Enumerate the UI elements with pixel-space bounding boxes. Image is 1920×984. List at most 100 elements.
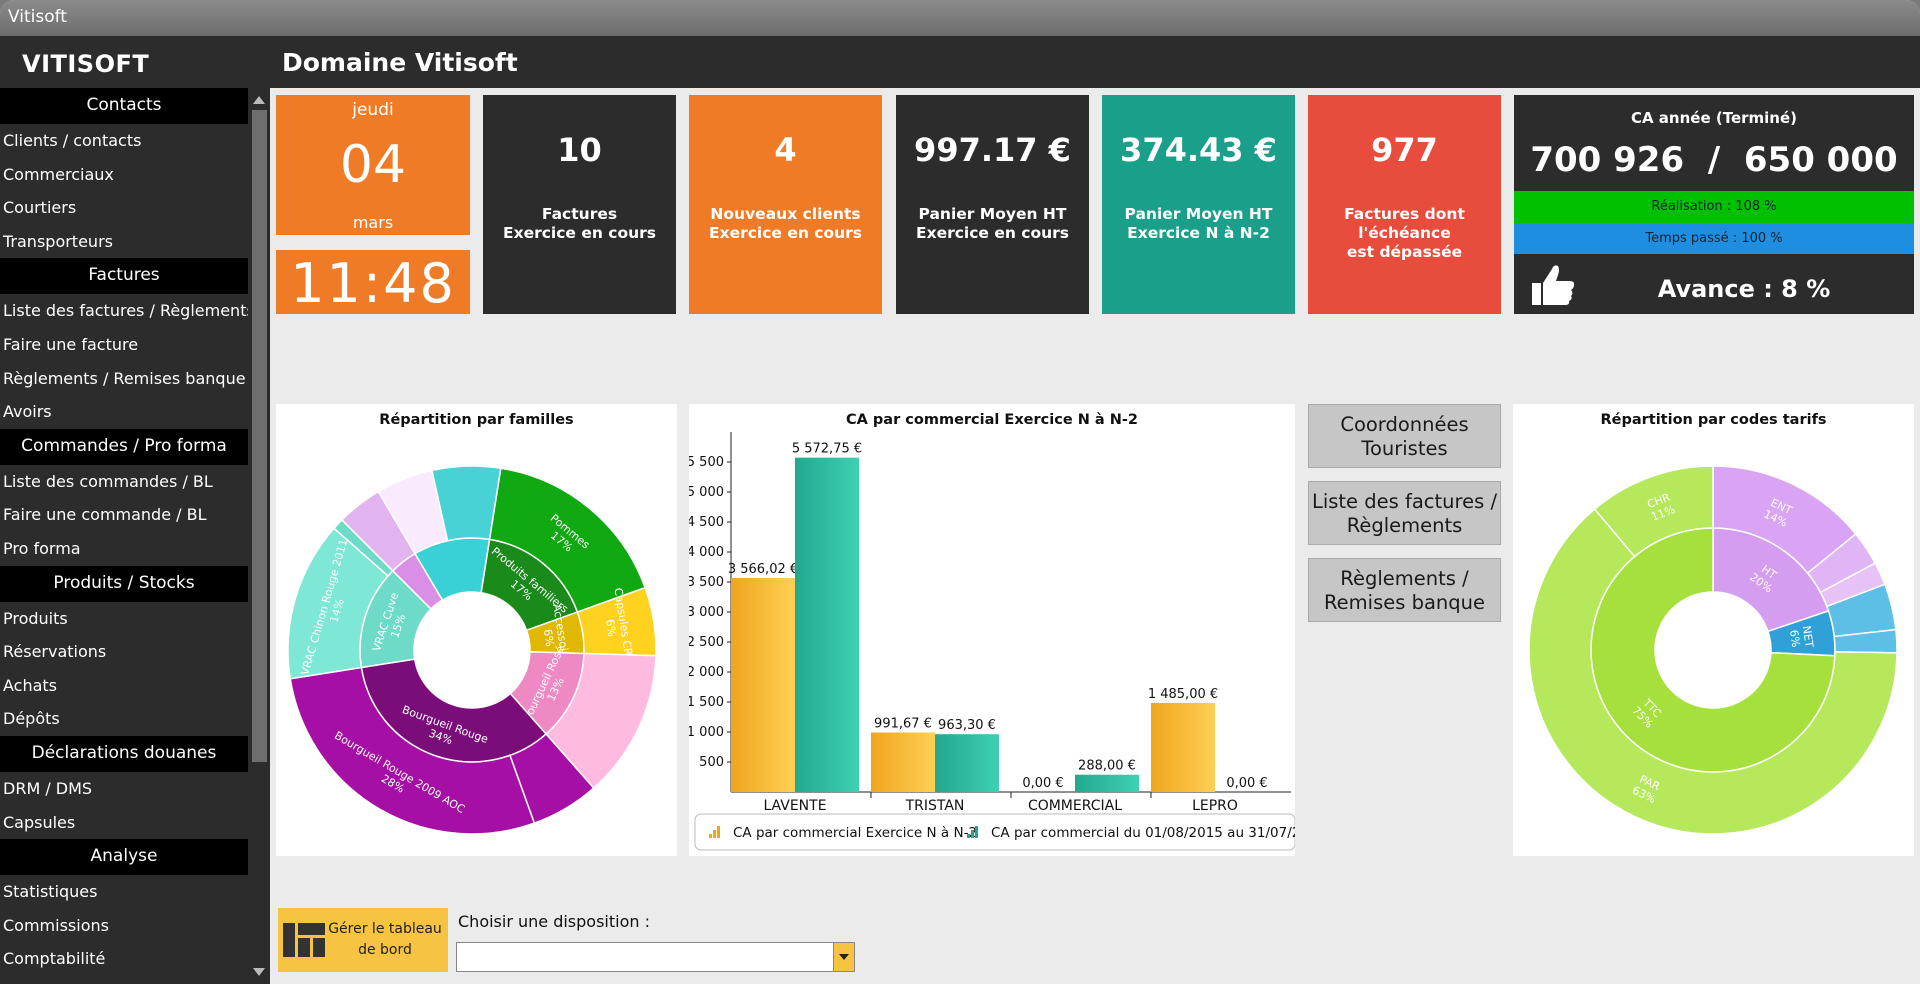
kpi-tile[interactable]: 4 Nouveaux clients Exercice en cours <box>689 95 882 314</box>
sidebar-item[interactable]: Faire une commande / BL <box>3 505 207 525</box>
slice-percent: 6% <box>1787 629 1802 648</box>
select-dropdown-button[interactable] <box>833 943 854 971</box>
bar <box>731 578 795 792</box>
kpi-value: 4 <box>774 131 797 169</box>
date-number: 04 <box>339 135 407 195</box>
kpi-value: 374.43 € <box>1120 131 1277 169</box>
sidebar-item[interactable]: Capsules <box>3 812 76 832</box>
sidebar-item[interactable]: Pro forma <box>3 538 81 558</box>
sidebar-item[interactable]: Courtiers <box>3 198 77 218</box>
kpi-label-line2: Exercice en cours <box>502 224 657 242</box>
coordonnees-touristes-button[interactable]: Coordonnées Touristes <box>1308 404 1501 468</box>
scroll-thumb[interactable] <box>252 110 267 762</box>
liste-factures-button[interactable]: Liste des factures / Règlements <box>1308 481 1501 545</box>
sidebar-item[interactable]: Statistiques <box>3 882 98 902</box>
bar-value-label: 963,30 € <box>938 718 996 733</box>
kpi-tile[interactable]: 997.17 € Panier Moyen HT Exercice en cours <box>896 95 1089 314</box>
chart-familles-sunburst: Produits familiers17%Accessoires6%Bourgu… <box>287 465 657 835</box>
slice-name: NET <box>1800 625 1816 649</box>
kpi-label: Panier Moyen HT Exercice en cours <box>896 205 1089 243</box>
bar-value-label: 0,00 € <box>1022 776 1063 791</box>
layout-select[interactable] <box>456 942 855 972</box>
sidebar-item[interactable]: Dépôts <box>3 709 60 729</box>
sidebar: VITISOFT Contacts Clients / contacts Comme… <box>0 36 270 984</box>
sidebar-item[interactable]: Objectifs <box>0 976 248 984</box>
dashboard-layout-icon <box>283 923 325 957</box>
manage-dashboard-line1: Gérer le tableau <box>328 921 442 937</box>
bar-value-label: 0,00 € <box>1226 776 1267 791</box>
date-day: jeudi <box>352 100 394 120</box>
button-line2: Remises banque <box>1323 591 1486 614</box>
sidebar-item[interactable]: Transporteurs <box>3 231 113 251</box>
realisation-label: Réalisation : 108 % <box>1651 199 1777 214</box>
sidebar-section-4: Déclarations douanes <box>0 735 248 772</box>
sidebar-section-3: Produits / Stocks <box>0 565 248 602</box>
chart-tarifs-panel: Répartition par codes tarifs HT20% NET6% T… <box>1513 404 1914 856</box>
y-tick-label: 5 500 <box>689 455 724 470</box>
y-tick-label: 1 500 <box>689 695 724 710</box>
sidebar-item[interactable]: Liste des commandes / BL <box>3 471 213 491</box>
bar-value-label: 1 485,00 € <box>1148 687 1218 702</box>
outer-slice <box>1593 465 1714 558</box>
legend-box <box>694 813 1295 851</box>
sidebar-item[interactable]: Liste des factures / Règlements <box>3 301 248 321</box>
outer-slice <box>289 666 536 835</box>
kpi-tile[interactable]: 977 Factures dont l'échéance est dépassée <box>1308 95 1501 314</box>
chart-familles-title: Répartition par familles <box>379 412 574 428</box>
kpi-label-line2: Exercice N à N-2 <box>1127 224 1270 242</box>
reglements-remises-button[interactable]: Règlements / Remises banque <box>1308 558 1501 622</box>
sidebar-item[interactable]: Commissions <box>3 915 109 935</box>
x-tick-label: LAVENTE <box>763 798 826 814</box>
kpi-label-line1: Panier Moyen HT <box>918 205 1067 223</box>
sidebar-section-0: Contacts <box>0 88 248 124</box>
button-line2: Touristes <box>1361 437 1448 460</box>
y-tick-label: 3 500 <box>689 575 724 590</box>
bar <box>935 734 999 792</box>
sidebar-item[interactable]: Réservations <box>3 642 107 662</box>
sidebar-item[interactable]: Achats <box>3 675 58 695</box>
sidebar-item[interactable]: Clients / contacts <box>3 131 142 150</box>
bar <box>1151 702 1215 792</box>
sidebar-item[interactable]: Avoirs <box>3 402 52 422</box>
sidebar-section-1: Factures <box>0 258 248 295</box>
kpi-tile[interactable]: 374.43 € Panier Moyen HT Exercice N à N-2 <box>1102 95 1295 314</box>
sidebar-item[interactable]: Règlements / Remises banque <box>3 368 246 388</box>
sidebar-item[interactable]: Produits <box>3 608 68 628</box>
sidebar-scrollbar[interactable] <box>249 88 270 984</box>
chart-commercial-title: CA par commercial Exercice N à N-2 <box>846 412 1138 428</box>
y-tick-label: 2 500 <box>689 635 724 650</box>
sidebar-item[interactable]: Comptabilité <box>3 949 106 969</box>
kpi-value: 10 <box>557 131 602 169</box>
temps-label: Temps passé : 100 % <box>1645 231 1783 246</box>
ca-year-value: 700 926 / 650 000 <box>1530 140 1898 180</box>
legend-icon <box>709 834 712 838</box>
kpi-label-line2: Exercice en cours <box>708 224 863 242</box>
y-tick-label: 500 <box>699 755 724 770</box>
inner-slice-label: NET6% <box>1787 625 1816 651</box>
bar-value-label: 991,67 € <box>874 716 932 731</box>
slice-percent: 6% <box>541 628 557 647</box>
y-tick-label: 3 000 <box>689 605 724 620</box>
sidebar-item[interactable]: DRM / DMS <box>3 778 93 798</box>
sidebar-section-5: Analyse <box>0 839 248 876</box>
time-tile: 11:48 <box>276 250 470 315</box>
sidebar-item[interactable]: Faire une facture <box>3 334 139 354</box>
legend-icon <box>967 834 970 838</box>
y-tick-label: 2 000 <box>689 665 724 680</box>
kpi-label: Panier Moyen HT Exercice N à N-2 <box>1102 205 1295 243</box>
bar <box>871 732 935 792</box>
manage-dashboard-button[interactable]: Gérer le tableau de bord <box>278 908 448 972</box>
scroll-up-arrow-icon[interactable] <box>253 96 265 104</box>
x-tick-label: COMMERCIAL <box>1028 798 1122 814</box>
kpi-label-line1: Nouveaux clients <box>710 205 861 223</box>
sidebar-item[interactable]: Commerciaux <box>3 164 114 184</box>
sidebar-section-2: Commandes / Pro forma <box>0 428 248 465</box>
bar <box>795 457 859 792</box>
kpi-tile[interactable]: 10 Factures Exercice en cours <box>483 95 676 314</box>
chart-tarifs-sunburst: HT20%NET6%TTC75%ENT14%PAR63%CHR11% <box>1528 465 1898 835</box>
scroll-down-arrow-icon[interactable] <box>253 968 265 976</box>
legend-label: CA par commercial du 01/08/2015 au 31/07… <box>991 825 1295 841</box>
y-tick-label: 5 000 <box>689 485 724 500</box>
chart-familles-panel: Répartition par familles Produits famili… <box>276 404 677 856</box>
